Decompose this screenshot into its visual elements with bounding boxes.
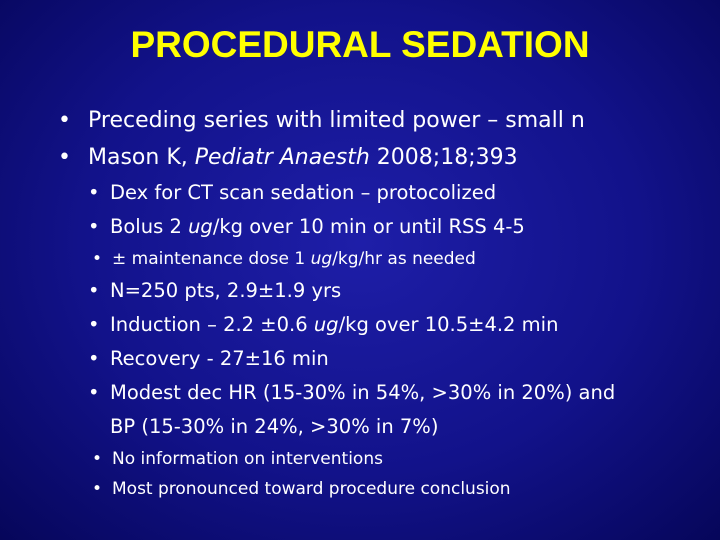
bullet-text: ug xyxy=(310,249,333,269)
bullet-text: Mason K, xyxy=(88,145,195,170)
bullet-item: • Induction – 2.2 ±0.6 ug/kg over 10.5±4.… xyxy=(78,308,630,342)
bullet-text: No information on interventions xyxy=(112,449,383,469)
bullet-marker: • xyxy=(92,479,103,499)
bullet-text: ug xyxy=(313,313,339,336)
bullet-marker: • xyxy=(88,215,100,238)
bullet-item: • Preceding series with limited power – s… xyxy=(58,102,698,139)
bullet-item: • Mason K, Pediatr Anaesth 2008;18;393 • De… xyxy=(58,139,698,504)
sub-list: • ± maintenance dose 1 ug/kg/hr as needed xyxy=(90,244,630,274)
bullet-text: /kg/hr as needed xyxy=(332,249,476,269)
bullet-marker: • xyxy=(88,181,100,204)
sub-list: • Dex for CT scan sedation – protocolized… xyxy=(58,176,698,504)
bullet-text: Recovery - 27±16 min xyxy=(110,347,329,370)
bullet-text: N=250 pts, 2.9±1.9 yrs xyxy=(110,279,342,302)
bullet-text: Pediatr Anaesth xyxy=(194,145,370,170)
sub-list: • No information on interventions • Most pr… xyxy=(90,444,630,504)
bullet-item: • No information on interventions xyxy=(92,444,630,474)
bullet-text: /kg over 10.5±4.2 min xyxy=(338,313,559,336)
bullet-item: • Most pronounced toward procedure conclu… xyxy=(92,474,630,504)
bullet-marker: • xyxy=(88,381,100,404)
bullet-text: Dex for CT scan sedation – protocolized xyxy=(110,181,497,204)
bullet-text: Induction – 2.2 ±0.6 xyxy=(110,313,314,336)
bullet-marker: • xyxy=(92,449,103,469)
bullet-text: ug xyxy=(188,215,213,238)
bullet-item: • Dex for CT scan sedation – protocolized xyxy=(78,176,630,210)
bullet-text: Preceding series with limited power – sm… xyxy=(88,108,585,133)
bullet-marker: • xyxy=(88,347,100,370)
bullet-text: ± maintenance dose 1 xyxy=(112,249,311,269)
bullet-item: • Modest dec HR (15-30% in 54%, >30% in 2… xyxy=(78,376,630,504)
bullet-item: • Bolus 2 ug/kg over 10 min or until RSS … xyxy=(78,210,630,274)
bullet-item: • Recovery - 27±16 min xyxy=(78,342,630,376)
bullet-marker: • xyxy=(58,108,71,133)
bullet-item: • N=250 pts, 2.9±1.9 yrs xyxy=(78,274,630,308)
slide-title: PROCEDURAL SEDATION xyxy=(130,24,590,65)
bullet-text: Modest dec HR (15-30% in 54%, >30% in 20… xyxy=(110,381,616,438)
bullet-marker: • xyxy=(88,313,100,336)
bullet-item: • ± maintenance dose 1 ug/kg/hr as needed xyxy=(92,244,630,274)
bullet-list: • Preceding series with limited power – s… xyxy=(58,102,698,504)
bullet-text: 2008;18;393 xyxy=(369,145,518,170)
bullet-marker: • xyxy=(58,145,71,170)
bullet-text: /kg over 10 min or until RSS 4-5 xyxy=(212,215,525,238)
bullet-text: Bolus 2 xyxy=(110,215,189,238)
bullet-marker: • xyxy=(92,249,103,269)
bullet-marker: • xyxy=(88,279,100,302)
bullet-text: Most pronounced toward procedure conclus… xyxy=(112,479,511,499)
